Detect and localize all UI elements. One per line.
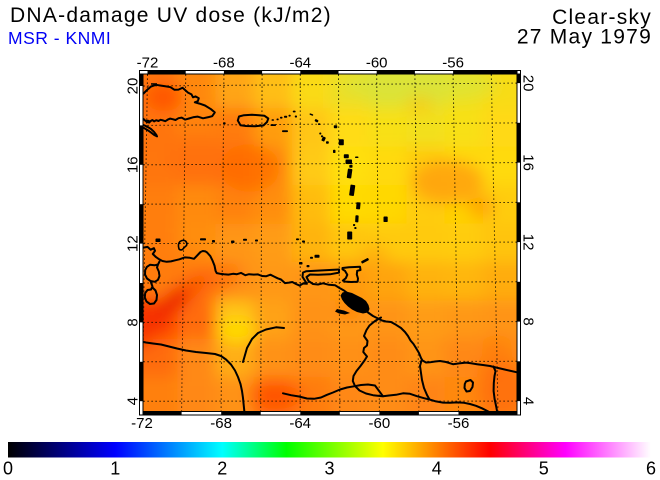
svg-text:-56: -56 bbox=[448, 415, 470, 432]
svg-text:DNA-damage UV dose (kJ/m2): DNA-damage UV dose (kJ/m2) bbox=[10, 4, 332, 27]
svg-text:20: 20 bbox=[125, 78, 142, 95]
svg-text:3: 3 bbox=[324, 459, 334, 479]
svg-text:-60: -60 bbox=[366, 55, 388, 72]
svg-text:Clear-sky: Clear-sky bbox=[552, 6, 652, 29]
svg-text:1: 1 bbox=[110, 459, 120, 479]
svg-text:-72: -72 bbox=[137, 55, 159, 72]
svg-text:16: 16 bbox=[520, 154, 537, 171]
svg-text:8: 8 bbox=[125, 318, 142, 326]
svg-text:2: 2 bbox=[217, 459, 227, 479]
svg-text:4: 4 bbox=[125, 397, 142, 405]
svg-text:12: 12 bbox=[125, 235, 142, 252]
svg-text:-68: -68 bbox=[210, 415, 232, 432]
svg-text:-64: -64 bbox=[289, 55, 311, 72]
svg-text:4: 4 bbox=[520, 397, 537, 405]
svg-text:16: 16 bbox=[125, 156, 142, 173]
svg-text:-72: -72 bbox=[131, 415, 153, 432]
svg-text:-68: -68 bbox=[213, 55, 235, 72]
svg-text:12: 12 bbox=[520, 234, 537, 251]
svg-text:-56: -56 bbox=[442, 55, 464, 72]
svg-text:27 May 1979: 27 May 1979 bbox=[517, 26, 652, 49]
svg-text:6: 6 bbox=[646, 459, 656, 479]
svg-text:20: 20 bbox=[520, 75, 537, 92]
svg-text:MSR - KNMI: MSR - KNMI bbox=[8, 28, 111, 48]
svg-text:-60: -60 bbox=[369, 415, 391, 432]
svg-text:5: 5 bbox=[539, 459, 549, 479]
svg-text:-64: -64 bbox=[289, 415, 311, 432]
svg-text:4: 4 bbox=[432, 459, 442, 479]
svg-text:8: 8 bbox=[520, 317, 537, 325]
svg-text:0: 0 bbox=[3, 459, 13, 479]
